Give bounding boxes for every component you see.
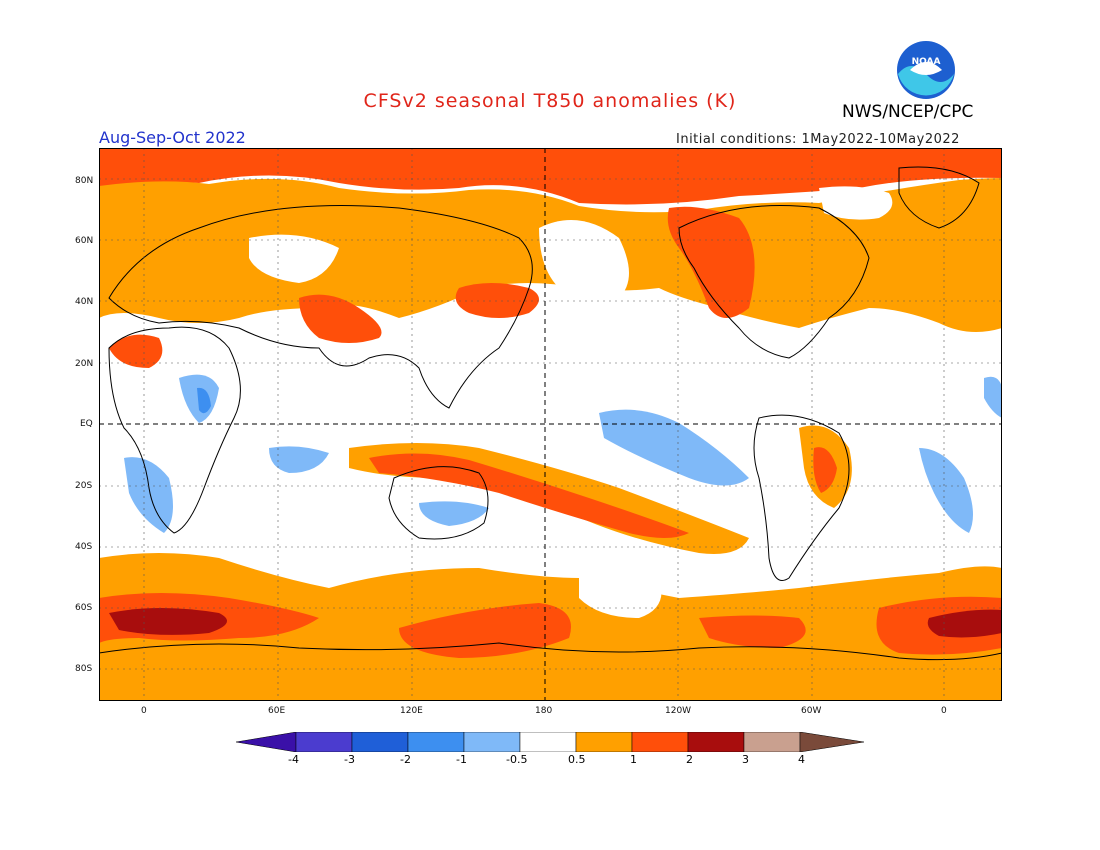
- colorbar-label: 0.5: [568, 753, 586, 766]
- colorbar-label: 4: [798, 753, 805, 766]
- anomaly-region: [197, 387, 211, 414]
- lat-label: 60N: [75, 236, 94, 246]
- colorbar-label: -2: [400, 753, 411, 766]
- anomaly-region: [579, 564, 662, 618]
- lat-label: 80S: [75, 664, 93, 674]
- anomaly-map: [99, 148, 1002, 701]
- map-frame: [99, 148, 1002, 701]
- lon-label: 120E: [400, 706, 423, 716]
- colorbar-bin: [236, 732, 297, 752]
- colorbar-label: -4: [288, 753, 299, 766]
- season-label: Aug-Sep-Oct 2022: [99, 128, 246, 147]
- anomaly-region: [819, 186, 893, 220]
- coastline-eurasia: [108, 205, 533, 409]
- lat-label: 80N: [75, 176, 94, 186]
- noaa-logo-text: NOAA: [912, 57, 941, 67]
- anomaly-region: [699, 615, 806, 648]
- anomaly-region: [299, 294, 382, 343]
- colorbar-label: 2: [686, 753, 693, 766]
- colorbar-label: 1: [630, 753, 637, 766]
- colorbar-bin: [575, 732, 633, 752]
- anomaly-region: [813, 447, 837, 493]
- coastline-south-america: [753, 414, 850, 581]
- anomaly-region: [419, 501, 489, 526]
- colorbar-bin: [407, 732, 465, 752]
- lon-label: 180: [535, 706, 553, 716]
- colorbar-bin: [799, 732, 864, 752]
- anomaly-region: [984, 376, 1002, 418]
- anomaly-region: [667, 206, 755, 318]
- coastline-australia: [388, 466, 489, 540]
- lon-label: 0: [141, 706, 147, 716]
- lat-label: 60S: [75, 603, 93, 613]
- anomaly-region: [927, 609, 1002, 638]
- colorbar-bin: [631, 732, 689, 752]
- anomaly-region: [399, 603, 571, 658]
- lat-label: EQ: [80, 419, 93, 429]
- lat-label: 20S: [75, 481, 93, 491]
- colorbar-label: 3: [742, 753, 749, 766]
- colorbar: [236, 732, 864, 752]
- coastlines: [99, 166, 1002, 661]
- anomaly-region: [109, 608, 227, 635]
- anomaly-region: [124, 457, 173, 533]
- noaa-logo: NOAA: [897, 41, 955, 99]
- colorbar-label: -1: [456, 753, 467, 766]
- anomaly-region: [99, 148, 1002, 205]
- colorbar-label: -3: [344, 753, 355, 766]
- coastline-antarctica: [99, 642, 1002, 661]
- anomaly-region: [455, 283, 539, 318]
- lon-label: 60E: [268, 706, 286, 716]
- lon-label: 120W: [665, 706, 692, 716]
- anomaly-region: [599, 409, 749, 486]
- colorbar-bin: [351, 732, 409, 752]
- lat-label: 40N: [75, 297, 94, 307]
- initial-conditions-label: Initial conditions: 1May2022-10May2022: [676, 132, 960, 147]
- anomaly-region: [269, 446, 329, 473]
- agency-label: NWS/NCEP/CPC: [842, 102, 974, 122]
- colorbar-bin: [463, 732, 521, 752]
- coastline-north-america: [678, 205, 870, 359]
- colorbar-bin: [743, 732, 801, 752]
- lat-label: 20N: [75, 359, 94, 369]
- lat-label: 40S: [75, 542, 93, 552]
- colorbar-label: -0.5: [506, 753, 528, 766]
- anomaly-region: [109, 334, 163, 368]
- colorbar-bin: [687, 732, 745, 752]
- coastline-greenland: [898, 166, 980, 229]
- anomaly-region: [249, 234, 339, 283]
- lon-label: 60W: [801, 706, 822, 716]
- colorbar-bin: [519, 732, 577, 752]
- coastline-africa: [108, 326, 241, 534]
- map-title: CFSv2 seasonal T850 anomalies (K): [363, 90, 737, 112]
- anomaly-region: [369, 453, 689, 538]
- anomaly-region: [919, 448, 973, 533]
- colorbar-bin: [295, 732, 353, 752]
- lon-label: 0: [941, 706, 947, 716]
